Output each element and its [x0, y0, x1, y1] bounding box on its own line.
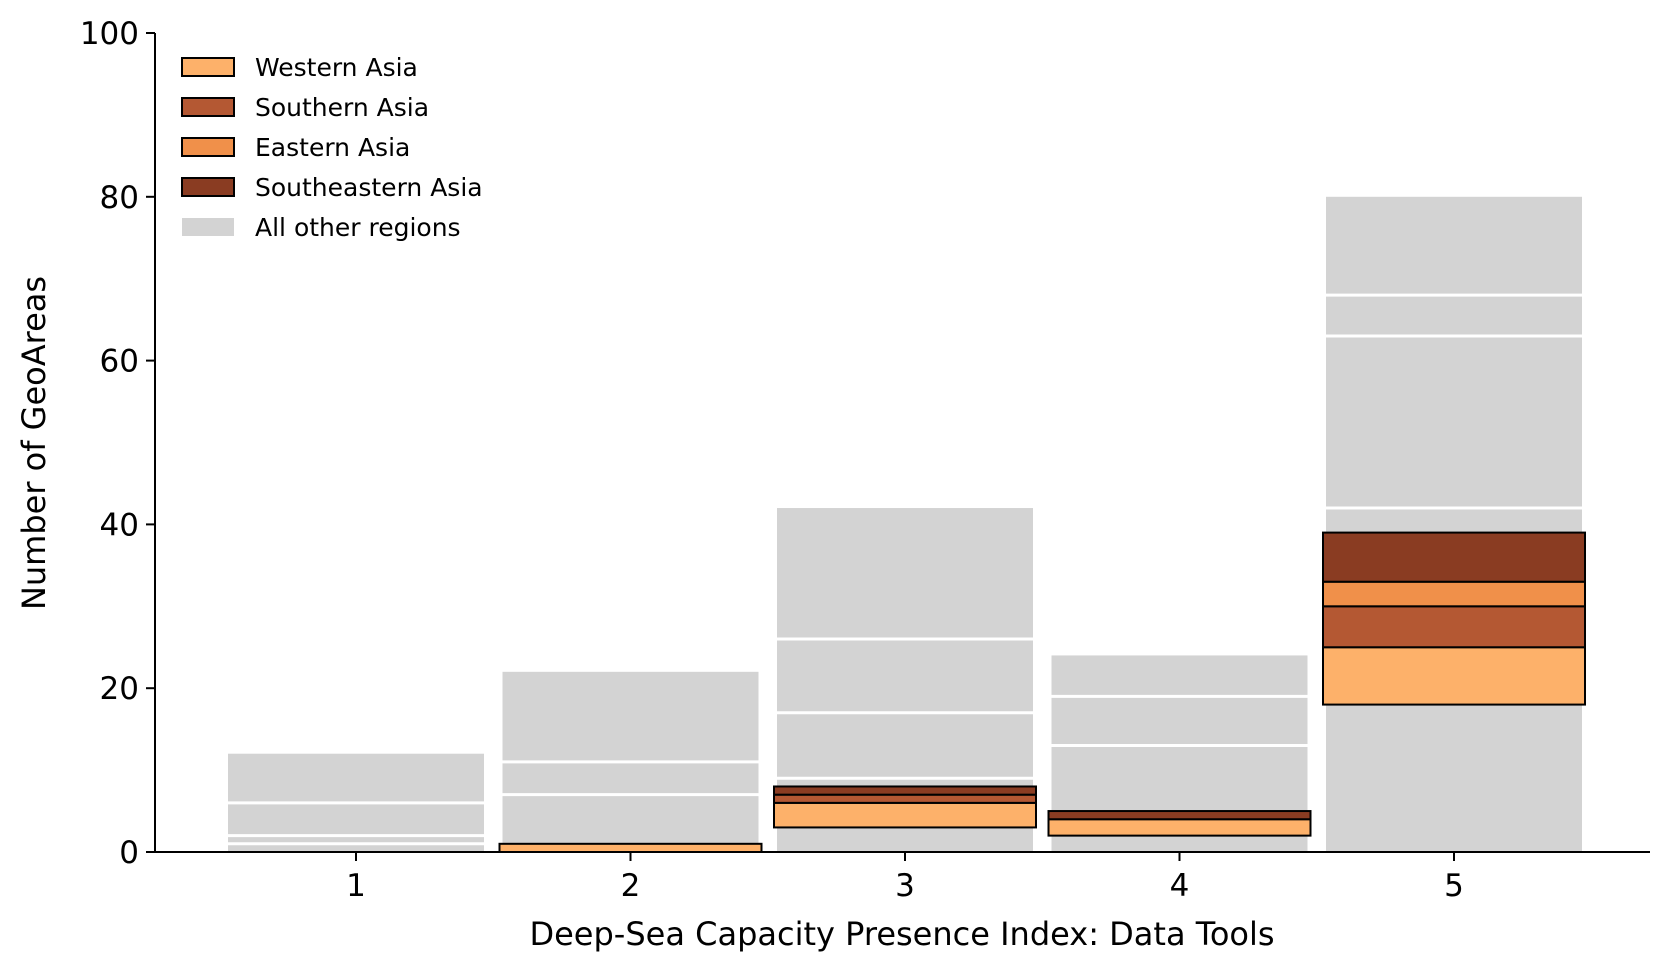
bar-southeastern-asia-4 — [1047, 810, 1312, 821]
x-axis-title: Deep-Sea Capacity Presence Index: Data T… — [529, 915, 1274, 953]
x-tick-label-2: 2 — [621, 868, 641, 904]
x-tick-label-5: 5 — [1444, 868, 1464, 904]
x-tick-label-1: 1 — [346, 868, 366, 904]
legend-swatch-western-asia — [181, 57, 235, 77]
bar-western-asia-3 — [773, 801, 1037, 829]
bar-western-asia-5 — [1322, 646, 1586, 706]
y-tick-label-60: 60 — [100, 344, 139, 380]
other-regions-bar-5 — [1326, 196, 1582, 853]
bar-southeastern-asia-5 — [1322, 531, 1586, 583]
legend-swatch-southern-asia — [181, 97, 235, 117]
y-tick-label-80: 80 — [100, 180, 139, 216]
x-tick-label-4: 4 — [1170, 868, 1190, 904]
legend-label-southern-asia: Southern Asia — [255, 93, 429, 122]
legend-label-western-asia: Western Asia — [255, 53, 418, 82]
legend-swatch-eastern-asia — [181, 137, 235, 157]
y-tick-label-20: 20 — [100, 671, 139, 707]
bar-western-asia-4 — [1047, 818, 1312, 837]
bar-eastern-asia-5 — [1322, 580, 1586, 608]
ticks-layer: 0 20 40 60 80 100 1 2 3 4 5 — [80, 16, 1464, 904]
legend-label-eastern-asia: Eastern Asia — [255, 133, 410, 162]
legend-label-southeastern-asia: Southeastern Asia — [255, 173, 483, 202]
legend-swatch-all-other-regions — [182, 218, 234, 236]
x-tick-label-3: 3 — [895, 868, 915, 904]
y-tick-label-0: 0 — [119, 835, 139, 871]
bar-southern-asia-5 — [1322, 605, 1586, 649]
y-axis-title: Number of GeoAreas — [15, 276, 53, 610]
bar-southern-asia-3 — [773, 793, 1037, 804]
bars-layer — [228, 196, 1586, 853]
y-tick-label-40: 40 — [100, 507, 139, 543]
y-tick-label-100: 100 — [80, 16, 139, 52]
bar-southeastern-asia-3 — [773, 785, 1037, 796]
legend-swatch-southeastern-asia — [181, 177, 235, 197]
bar-western-asia-2 — [498, 842, 763, 853]
legend: Western Asia Southern Asia Eastern Asia Sou… — [181, 53, 483, 242]
legend-label-all-other-regions: All other regions — [255, 213, 461, 242]
